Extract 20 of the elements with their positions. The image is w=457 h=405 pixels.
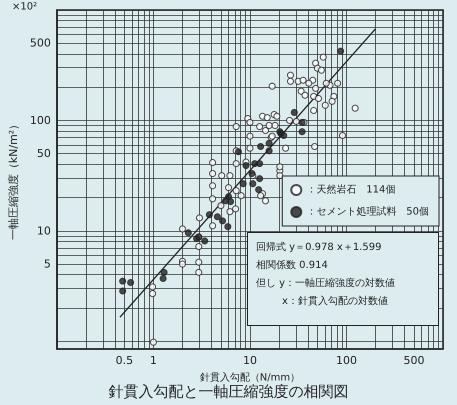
x-axis-title: 針貫入勾配（N/mm） <box>200 372 300 384</box>
annotation: 回帰式 y＝0.978 x＋1.599 <box>256 240 382 255</box>
y-axis-title: 一軸圧縮強度（kN/m²） <box>7 118 20 240</box>
annotation: 相関係数 0.914 <box>256 258 329 273</box>
text: 針貫入勾配と一軸圧縮強度の相関図 <box>108 382 348 400</box>
x-tick-label: 100 <box>336 354 357 367</box>
y-tick-label: 50 <box>36 147 51 160</box>
y-tick-label: 100 <box>30 114 51 127</box>
y-tick-label: 10 <box>36 224 51 238</box>
annotation: 但し y：一軸圧縮強度の対数値 <box>256 276 396 291</box>
x-tick-label: 1 <box>150 354 157 367</box>
x-tick-label: 500 <box>403 354 424 367</box>
x-tick-label: 0.5 <box>116 354 134 367</box>
legend-label: ：天然岩石 114個 <box>306 184 396 196</box>
x-tick-label: 10 <box>242 354 257 367</box>
y-tick-label: 5 <box>44 258 51 271</box>
text: ×10² <box>12 2 38 12</box>
y-tick-label: 500 <box>30 36 51 50</box>
legend-label: ：セメント処理試料 50個 <box>306 206 430 218</box>
annotation: x：針貫入勾配の対数値 <box>281 294 389 309</box>
